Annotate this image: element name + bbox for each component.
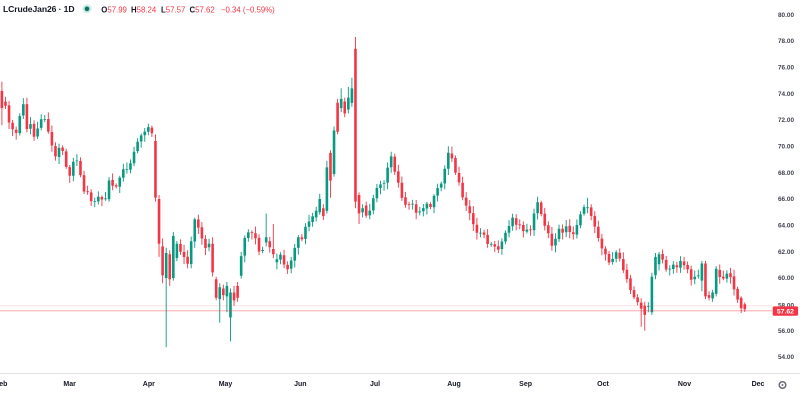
svg-text:62.00: 62.00 — [778, 249, 794, 256]
svg-text:Oct: Oct — [597, 381, 609, 388]
svg-text:May: May — [219, 381, 233, 388]
svg-text:70.00: 70.00 — [778, 144, 794, 151]
svg-text:68.00: 68.00 — [778, 170, 794, 177]
svg-text:Feb: Feb — [0, 381, 7, 388]
svg-text:−0.34 (−0.59%): −0.34 (−0.59%) — [221, 5, 275, 14]
svg-text:O57.99: O57.99 — [101, 5, 127, 14]
svg-text:Nov: Nov — [678, 381, 691, 388]
svg-text:78.00: 78.00 — [778, 38, 794, 45]
svg-text:Jun: Jun — [294, 381, 306, 388]
svg-text:57.62: 57.62 — [777, 309, 794, 316]
svg-text:60.00: 60.00 — [778, 275, 794, 282]
svg-text:Jul: Jul — [370, 381, 380, 388]
svg-text:LCrudeJan26 · 1D: LCrudeJan26 · 1D — [3, 4, 74, 14]
svg-text:Aug: Aug — [447, 381, 461, 388]
svg-text:56.00: 56.00 — [778, 328, 794, 335]
svg-text:54.00: 54.00 — [778, 354, 794, 361]
svg-text:66.00: 66.00 — [778, 196, 794, 203]
svg-text:Dec: Dec — [752, 381, 765, 388]
svg-text:H58.24: H58.24 — [131, 5, 157, 14]
svg-text:80.00: 80.00 — [778, 12, 794, 19]
svg-text:Apr: Apr — [143, 381, 155, 388]
svg-text:Sep: Sep — [519, 381, 532, 388]
svg-text:72.00: 72.00 — [778, 117, 794, 124]
svg-text:C57.62: C57.62 — [190, 5, 215, 14]
svg-text:Mar: Mar — [63, 381, 76, 388]
svg-text:64.00: 64.00 — [778, 223, 794, 230]
svg-text:74.00: 74.00 — [778, 91, 794, 98]
svg-text:76.00: 76.00 — [778, 65, 794, 72]
svg-text:L57.57: L57.57 — [161, 5, 185, 14]
svg-text:58.00: 58.00 — [778, 303, 794, 310]
